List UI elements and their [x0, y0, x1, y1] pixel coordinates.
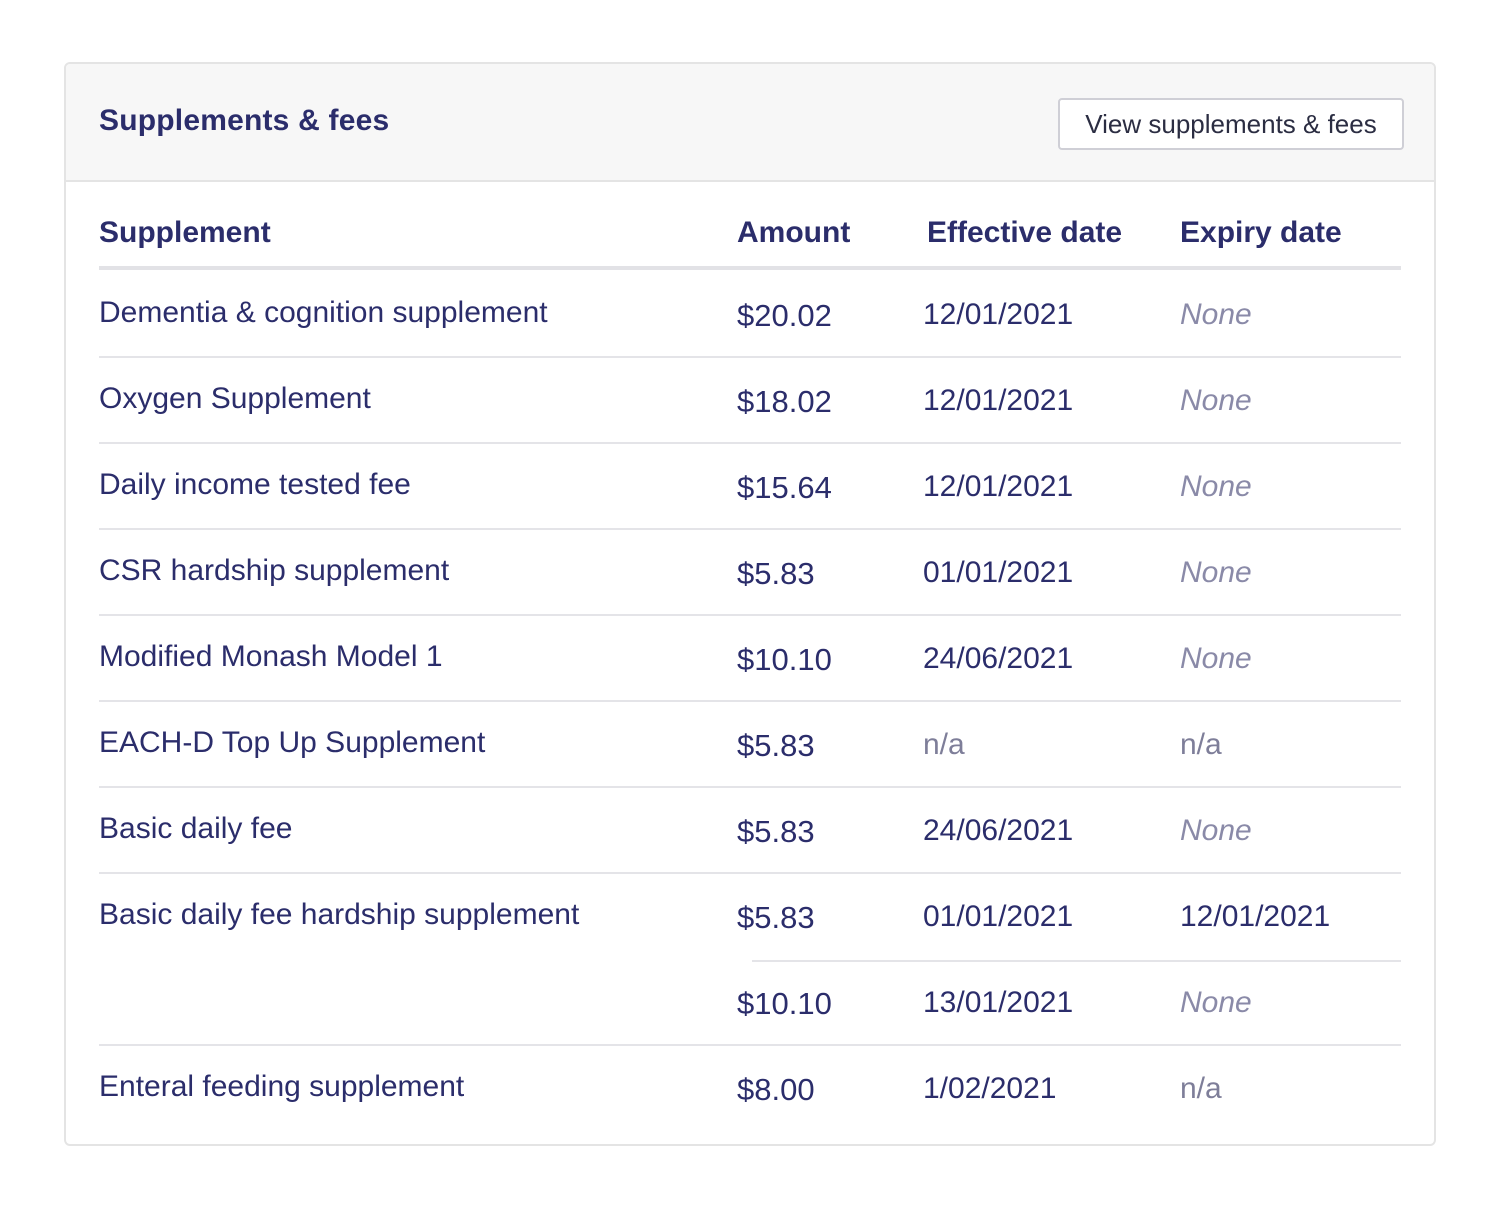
amount-cell: $18.02: [737, 384, 832, 419]
expiry-date-cell: None: [1180, 814, 1252, 847]
column-header-expiry-date: Expiry date: [1180, 216, 1342, 249]
effective-date-cell: 12/01/2021: [923, 384, 1074, 417]
amount-cell: $5.83: [737, 556, 815, 591]
amount-cell: $20.02: [737, 298, 832, 333]
supplement-name: EACH-D Top Up Supplement: [99, 726, 486, 759]
effective-date-cell: n/a: [923, 728, 965, 761]
table-row: Daily income tested fee $15.64 12/01/2021 N…: [66, 444, 1434, 530]
expiry-date-cell: None: [1180, 470, 1252, 503]
expiry-date-cell: None: [1180, 556, 1252, 589]
amount-cell: $5.83: [737, 728, 815, 763]
supplements-fees-card: Supplements & fees View supplements & fe…: [64, 62, 1436, 1146]
column-header-amount: Amount: [737, 216, 851, 249]
row-divider: [99, 442, 1401, 444]
effective-date-cell: 01/01/2021: [923, 556, 1074, 589]
supplement-name: Enteral feeding supplement: [99, 1070, 465, 1103]
amount-cell: $5.83: [737, 900, 815, 935]
table-row: Modified Monash Model 1 $10.10 24/06/2021 N…: [66, 616, 1434, 702]
table-row: EACH-D Top Up Supplement $5.83 n/a n/a: [66, 702, 1434, 788]
row-divider: [99, 700, 1401, 702]
header-divider: [99, 266, 1401, 270]
view-supplements-fees-button[interactable]: View supplements & fees: [1058, 98, 1404, 150]
expiry-date-cell: 12/01/2021: [1180, 900, 1331, 933]
expiry-date-cell: None: [1180, 986, 1252, 1019]
supplement-name: Basic daily fee hardship supplement: [99, 898, 580, 931]
row-divider: [99, 356, 1401, 358]
effective-date-cell: 24/06/2021: [923, 814, 1074, 847]
row-divider: [99, 528, 1401, 530]
table-row: Enteral feeding supplement $8.00 1/02/2021…: [66, 1046, 1434, 1132]
expiry-date-cell: None: [1180, 298, 1252, 331]
row-divider: [99, 1044, 1401, 1046]
row-divider: [99, 614, 1401, 616]
card-title: Supplements & fees: [99, 104, 390, 137]
expiry-date-cell: None: [1180, 384, 1252, 417]
amount-cell: $10.10: [737, 642, 832, 677]
effective-date-cell: 13/01/2021: [923, 986, 1074, 1019]
column-header-effective-date: Effective date: [927, 216, 1123, 249]
table-row: CSR hardship supplement $5.83 01/01/2021 No…: [66, 530, 1434, 616]
supplement-name: Dementia & cognition supplement: [99, 296, 548, 329]
table-row: Basic daily fee hardship supplement $5.83…: [66, 874, 1434, 1046]
sub-row-divider: [752, 960, 1401, 962]
supplement-name: Modified Monash Model 1: [99, 640, 443, 673]
expiry-date-cell: None: [1180, 642, 1252, 675]
effective-date-cell: 12/01/2021: [923, 470, 1074, 503]
effective-date-cell: 01/01/2021: [923, 900, 1074, 933]
effective-date-cell: 12/01/2021: [923, 298, 1074, 331]
expiry-date-cell: n/a: [1180, 728, 1222, 761]
table-row: Dementia & cognition supplement $20.02 12/…: [66, 272, 1434, 358]
table-header-row: Supplement Amount Effective date Expiry …: [66, 216, 1434, 256]
amount-cell: $15.64: [737, 470, 832, 505]
supplement-name: Oxygen Supplement: [99, 382, 371, 415]
column-header-supplement: Supplement: [99, 216, 271, 249]
row-divider: [99, 872, 1401, 874]
effective-date-cell: 24/06/2021: [923, 642, 1074, 675]
supplement-name: Basic daily fee: [99, 812, 293, 845]
supplement-name: Daily income tested fee: [99, 468, 411, 501]
card-header: Supplements & fees View supplements & fe…: [66, 64, 1434, 182]
row-divider: [99, 786, 1401, 788]
expiry-date-cell: n/a: [1180, 1072, 1222, 1105]
amount-cell: $8.00: [737, 1072, 815, 1107]
table-row: Basic daily fee $5.83 24/06/2021 None: [66, 788, 1434, 874]
amount-cell: $5.83: [737, 814, 815, 849]
effective-date-cell: 1/02/2021: [923, 1072, 1057, 1105]
table-row: Oxygen Supplement $18.02 12/01/2021 None: [66, 358, 1434, 444]
amount-cell: $10.10: [737, 986, 832, 1021]
supplement-name: CSR hardship supplement: [99, 554, 450, 587]
